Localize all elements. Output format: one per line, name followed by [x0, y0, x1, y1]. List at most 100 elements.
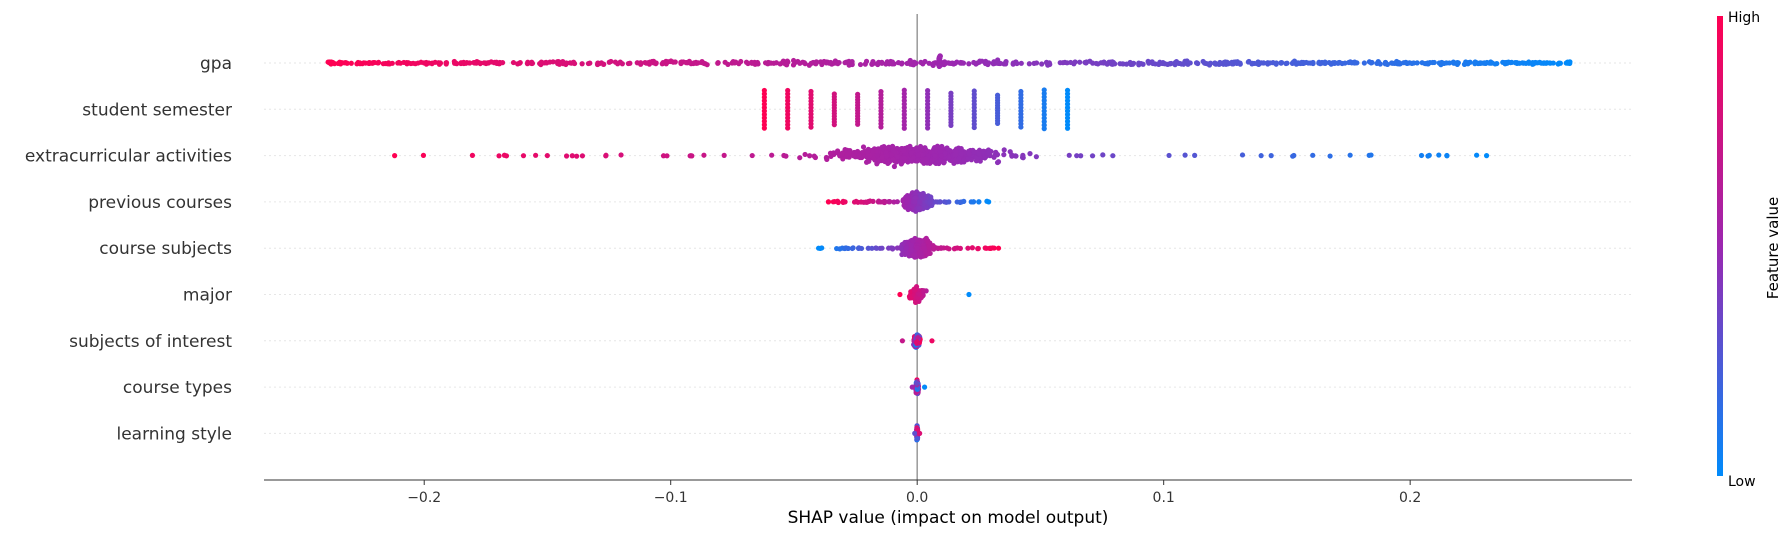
shap-point — [691, 60, 697, 66]
shap-point — [749, 60, 755, 66]
colorbar-gradient — [1717, 16, 1723, 476]
feature-points — [392, 143, 1490, 170]
shap-point — [879, 154, 886, 160]
shap-point — [686, 58, 692, 64]
shap-point — [571, 60, 577, 66]
x-tick-label: 0.1 — [1153, 490, 1175, 506]
shap-point — [420, 152, 427, 158]
shap-point — [958, 147, 964, 153]
shap-point — [1014, 60, 1020, 67]
shap-point — [913, 60, 919, 66]
shap-point — [1322, 60, 1329, 66]
shap-point — [372, 59, 378, 66]
shap-point — [529, 60, 535, 67]
shap-point — [916, 291, 923, 298]
shap-point — [1239, 152, 1246, 158]
shap-point — [663, 58, 669, 64]
shap-point — [1182, 152, 1188, 158]
shap-point — [701, 152, 707, 158]
shap-point — [855, 121, 861, 127]
shap-point — [688, 153, 694, 159]
shap-point — [1206, 62, 1213, 68]
feature-points — [825, 189, 992, 214]
shap-point — [884, 152, 890, 159]
shap-point — [1026, 61, 1032, 67]
shap-point — [815, 245, 822, 251]
shap-point — [1388, 60, 1395, 66]
shap-point — [451, 58, 457, 65]
x-axis-ticks: −0.2 −0.1 0.0 0.1 0.2 — [407, 480, 1421, 506]
shap-point — [891, 163, 898, 170]
shap-point — [1111, 60, 1117, 66]
shap-point — [834, 198, 841, 204]
shap-point — [619, 61, 625, 67]
shap-point — [715, 60, 721, 66]
shap-point — [1404, 60, 1411, 66]
shap-point — [915, 157, 921, 163]
colorbar-high-label: High — [1728, 10, 1760, 26]
shap-point — [392, 153, 398, 159]
shap-point — [1173, 60, 1180, 66]
shap-point — [948, 122, 954, 128]
shap-point — [1317, 61, 1323, 67]
shap-point — [1033, 60, 1040, 66]
shap-point — [908, 247, 914, 253]
shap-point — [366, 60, 373, 67]
shap-point — [1368, 152, 1374, 158]
shap-point — [1046, 60, 1052, 66]
shap-point — [993, 149, 999, 155]
shap-point — [916, 199, 922, 205]
shap-point — [956, 155, 962, 161]
shap-point — [1472, 59, 1478, 65]
shap-point — [851, 153, 857, 159]
shap-point — [994, 59, 1000, 65]
shap-point — [986, 150, 992, 156]
shap-point — [986, 60, 992, 66]
shap-point — [405, 60, 411, 66]
shap-point — [941, 159, 947, 165]
shap-point — [579, 61, 585, 67]
shap-point — [885, 160, 891, 167]
shap-point — [825, 199, 832, 205]
shap-point — [887, 198, 893, 205]
shap-point — [938, 153, 944, 159]
shap-point — [937, 199, 943, 205]
shap-point — [538, 59, 544, 65]
shap-point — [1310, 152, 1316, 158]
shap-point — [914, 380, 920, 386]
shap-point — [563, 153, 570, 159]
shap-point — [929, 338, 935, 344]
shap-point — [520, 153, 527, 159]
shap-point — [912, 199, 918, 205]
shap-point — [1565, 60, 1571, 66]
shap-point — [1249, 60, 1256, 66]
shap-point — [908, 157, 914, 163]
x-tick-label: −0.2 — [407, 490, 441, 506]
shap-point — [937, 62, 943, 69]
shap-point — [1127, 59, 1133, 66]
shap-point — [1279, 59, 1285, 66]
shap-point — [754, 59, 761, 66]
shap-point — [412, 61, 419, 67]
shap-point — [912, 287, 918, 293]
shap-point — [664, 153, 670, 159]
shap-point — [1409, 60, 1415, 66]
shap-point — [499, 60, 506, 66]
shap-point — [1299, 59, 1305, 65]
shap-point — [1087, 58, 1093, 64]
shap-point — [1361, 60, 1367, 66]
shap-point — [986, 199, 992, 205]
shap-point — [856, 152, 862, 159]
shap-point — [1001, 147, 1007, 153]
shap-point — [823, 154, 830, 161]
shap-point — [1430, 59, 1436, 66]
shap-point — [533, 152, 539, 158]
shap-point — [912, 252, 918, 258]
shap-point — [761, 125, 767, 131]
feature-label: course subjects — [99, 239, 232, 259]
shap-point — [1438, 60, 1444, 66]
shap-point — [396, 59, 402, 66]
shap-point — [1057, 60, 1063, 66]
shap-point — [1291, 152, 1297, 159]
shap-point — [890, 156, 896, 162]
